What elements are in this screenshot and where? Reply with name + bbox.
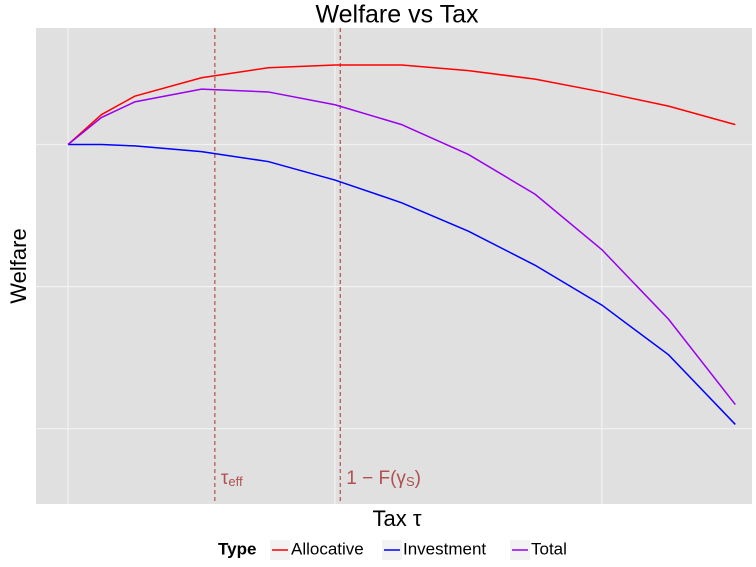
panel (36, 28, 752, 504)
legend-label: Total (531, 539, 567, 558)
line (67, 88, 736, 405)
annotation-text: τ (221, 468, 229, 489)
annotation-text: ) (415, 468, 421, 489)
y-axis-label: Welfare (6, 228, 31, 303)
annotation: τeff (221, 468, 243, 489)
line (68, 143, 736, 425)
annotation-sub: S (406, 474, 415, 489)
annotation: 1 − F(γS) (346, 468, 421, 489)
legend-title: Type (218, 539, 256, 558)
x-axis-label: Tax τ (372, 506, 421, 531)
legend-label: Allocative (291, 539, 364, 558)
legend-label: Investment (403, 539, 486, 558)
annotation-text: 1 − F(γ (346, 468, 406, 489)
chart-title: Welfare vs Tax (315, 1, 479, 29)
line (67, 64, 736, 146)
annotation-sub: eff (228, 474, 243, 489)
